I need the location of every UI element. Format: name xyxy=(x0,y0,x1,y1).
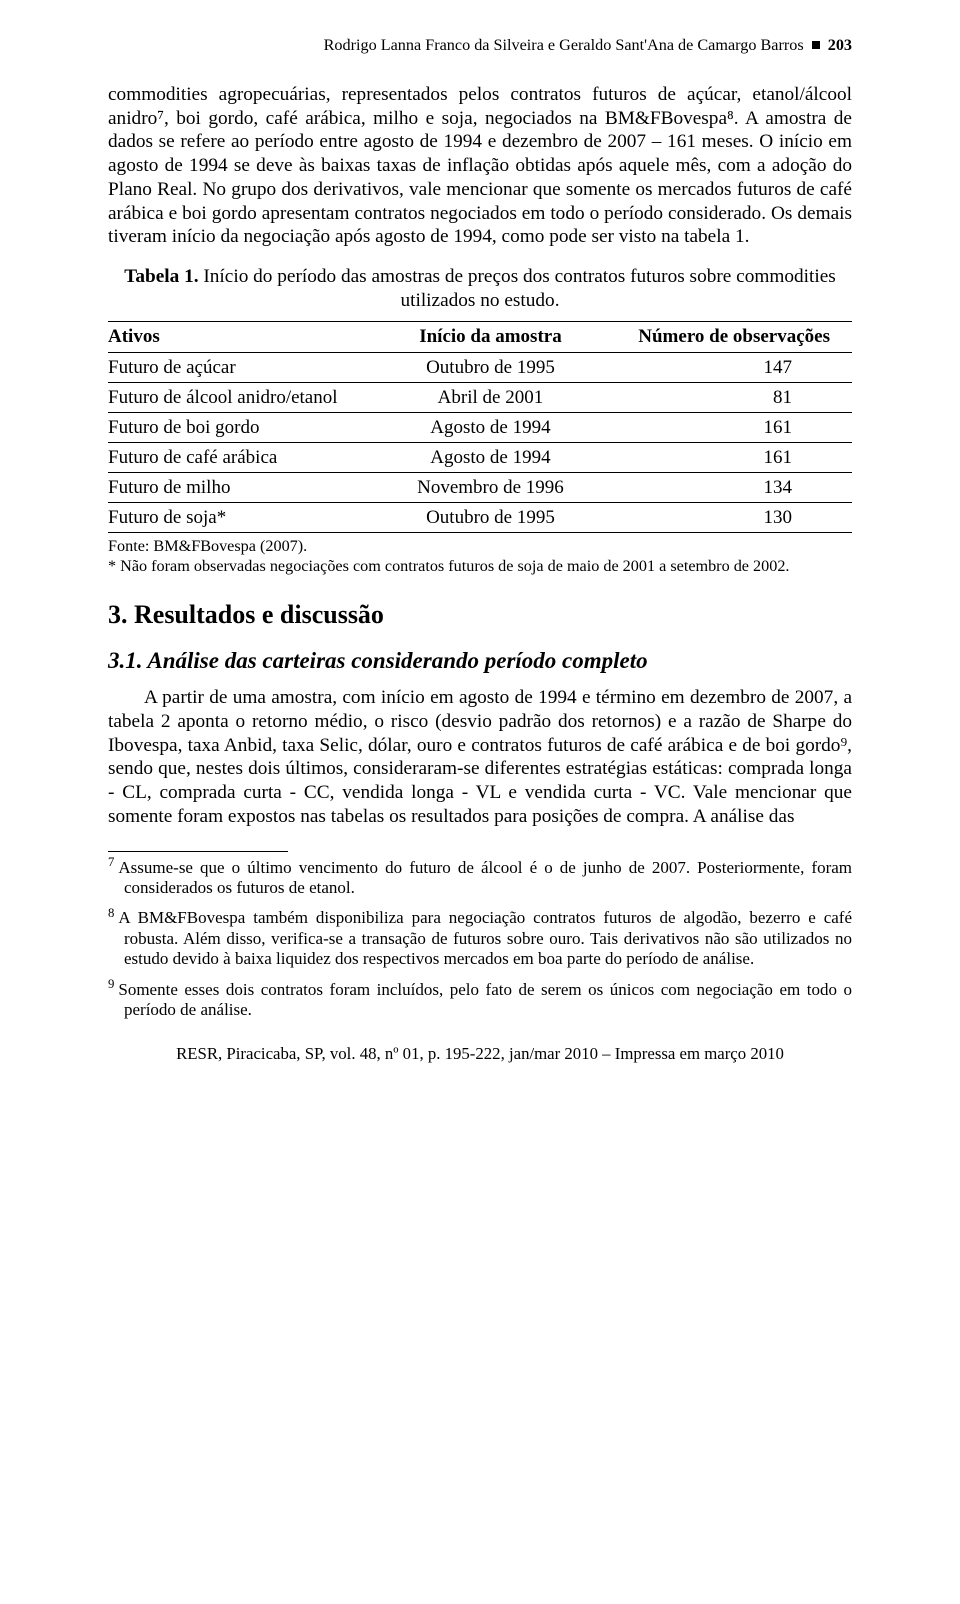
footnote-text: A BM&FBovespa também disponibiliza para … xyxy=(118,908,852,968)
table-cell: 134 xyxy=(588,473,852,503)
page-footer: RESR, Piracicaba, SP, vol. 48, nº 01, p.… xyxy=(108,1044,852,1064)
table1: Ativos Início da amostra Número de obser… xyxy=(108,321,852,533)
footnote-text: Assume-se que o último vencimento do fut… xyxy=(118,858,852,897)
table-cell: 161 xyxy=(588,443,852,473)
table1-source: Fonte: BM&FBovespa (2007). xyxy=(108,537,852,556)
table-cell: Abril de 2001 xyxy=(399,383,588,413)
table-cell: 147 xyxy=(588,353,852,383)
table-row: Futuro de boi gordo Agosto de 1994 161 xyxy=(108,413,852,443)
running-head: Rodrigo Lanna Franco da Silveira e Geral… xyxy=(108,36,852,55)
table-row: Futuro de milho Novembro de 1996 134 xyxy=(108,473,852,503)
table1-caption: Tabela 1. Início do período das amostras… xyxy=(108,265,852,313)
footnote-text: Somente esses dois contratos foram inclu… xyxy=(118,980,852,1019)
table1-label: Tabela 1. xyxy=(124,266,198,287)
running-head-separator-icon xyxy=(812,41,820,49)
table-cell: 161 xyxy=(588,413,852,443)
table-row: Futuro de açúcar Outubro de 1995 147 xyxy=(108,353,852,383)
table-cell: Novembro de 1996 xyxy=(399,473,588,503)
section-3-1-heading: 3.1. Análise das carteiras considerando … xyxy=(108,648,852,674)
table1-col-inicio: Início da amostra xyxy=(399,322,588,353)
page: Rodrigo Lanna Franco da Silveira e Geral… xyxy=(0,0,960,1604)
footnote-number: 8 xyxy=(108,906,114,920)
table-row: Futuro de café arábica Agosto de 1994 16… xyxy=(108,443,852,473)
table-cell: Futuro de café arábica xyxy=(108,443,399,473)
footnote-7: 7 Assume-se que o último vencimento do fu… xyxy=(108,858,852,899)
footnote-8: 8 A BM&FBovespa também disponibiliza para… xyxy=(108,908,852,969)
table-cell: Agosto de 1994 xyxy=(399,443,588,473)
table-cell: 130 xyxy=(588,503,852,533)
table-cell: Futuro de boi gordo xyxy=(108,413,399,443)
paragraph-analysis: A partir de uma amostra, com início em a… xyxy=(108,686,852,828)
footnote-number: 9 xyxy=(108,977,114,991)
table-cell: Outubro de 1995 xyxy=(399,503,588,533)
table-cell: Outubro de 1995 xyxy=(399,353,588,383)
table1-col-obs: Número de observações xyxy=(588,322,852,353)
table-cell: Futuro de milho xyxy=(108,473,399,503)
footnotes-separator xyxy=(108,851,288,852)
table-cell: 81 xyxy=(588,383,852,413)
table-row: Futuro de álcool anidro/etanol Abril de … xyxy=(108,383,852,413)
table-cell: Futuro de açúcar xyxy=(108,353,399,383)
table-cell: Futuro de álcool anidro/etanol xyxy=(108,383,399,413)
paragraph-commodities: commodities agropecuárias, representados… xyxy=(108,83,852,249)
table-cell: Futuro de soja* xyxy=(108,503,399,533)
section-3-heading: 3. Resultados e discussão xyxy=(108,600,852,630)
page-number: 203 xyxy=(828,36,852,54)
table1-star-note: * Não foram observadas negociações com c… xyxy=(108,557,852,576)
table-cell: Agosto de 1994 xyxy=(399,413,588,443)
table1-footnotes: Fonte: BM&FBovespa (2007). * Não foram o… xyxy=(108,537,852,576)
table1-body: Futuro de açúcar Outubro de 1995 147 Fut… xyxy=(108,353,852,533)
table1-caption-text: Início do período das amostras de preços… xyxy=(203,266,835,311)
table1-col-ativos: Ativos xyxy=(108,322,399,353)
table1-header-row: Ativos Início da amostra Número de obser… xyxy=(108,322,852,353)
footnote-number: 7 xyxy=(108,855,114,869)
footnote-9: 9 Somente esses dois contratos foram incl… xyxy=(108,980,852,1021)
running-head-authors: Rodrigo Lanna Franco da Silveira e Geral… xyxy=(324,36,804,54)
table-row: Futuro de soja* Outubro de 1995 130 xyxy=(108,503,852,533)
